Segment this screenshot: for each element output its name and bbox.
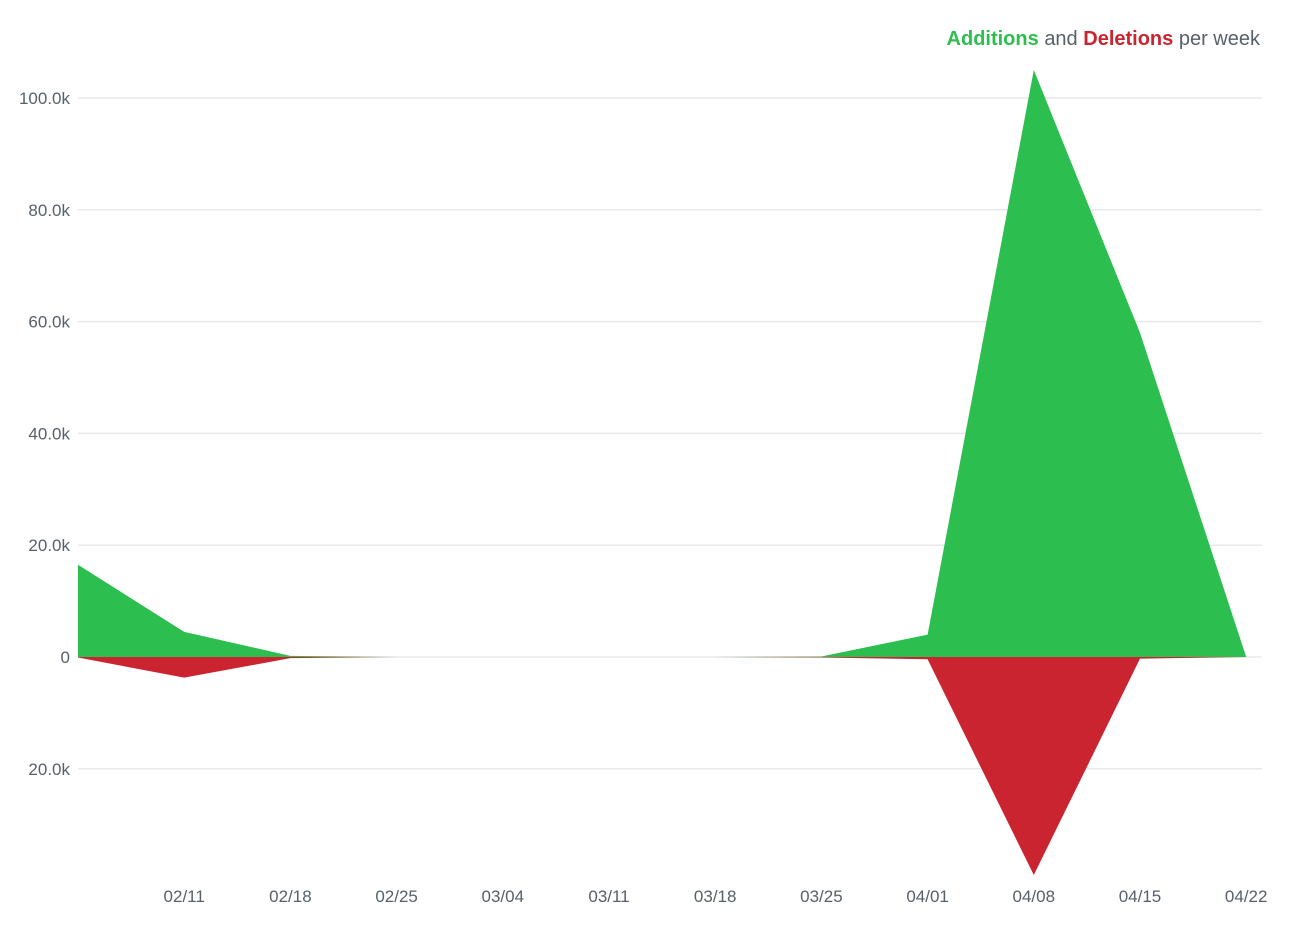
legend-additions: Additions <box>946 28 1039 50</box>
x-tick-label: 03/11 <box>588 887 629 906</box>
y-tick-label: 100.0k <box>19 89 71 108</box>
y-tick-label: 20.0k <box>28 760 70 779</box>
x-tick-label: 03/18 <box>694 887 737 906</box>
legend-deletions: Deletions <box>1083 28 1174 50</box>
x-tick-label: 04/15 <box>1119 887 1162 906</box>
y-tick-label: 80.0k <box>28 201 70 220</box>
x-tick-label: 04/22 <box>1225 887 1268 906</box>
x-tick-label: 02/25 <box>375 887 418 906</box>
x-tick-label: 03/25 <box>800 887 843 906</box>
x-tick-label: 04/08 <box>1013 887 1056 906</box>
chart-legend: Additions and Deletions per week <box>947 28 1260 51</box>
y-tick-label: 60.0k <box>28 313 70 332</box>
additions-area <box>78 70 1247 658</box>
y-tick-label: 0 <box>61 648 70 667</box>
x-tick-label: 02/11 <box>164 887 205 906</box>
x-tick-label: 04/01 <box>906 887 949 906</box>
legend-and: and <box>1044 28 1078 50</box>
legend-suffix: per week <box>1178 28 1260 50</box>
deletions-area <box>78 657 1247 876</box>
y-tick-label: 20.0k <box>28 536 70 555</box>
x-tick-label: 02/18 <box>269 887 312 906</box>
x-tick-label: 03/04 <box>482 887 525 906</box>
y-tick-label: 40.0k <box>28 424 70 443</box>
